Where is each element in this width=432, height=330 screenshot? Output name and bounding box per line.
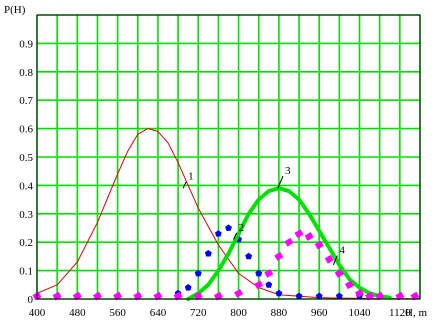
y-tick-label: 0.5 — [19, 152, 33, 164]
series-4-point — [365, 291, 375, 301]
y-tick-label: 0 — [28, 294, 34, 306]
annotation-layer: 1 2 3 4 — [182, 165, 345, 266]
series-4-point — [334, 269, 344, 278]
series-4-point — [213, 291, 223, 301]
series-4-point — [375, 291, 385, 301]
series-4-point — [284, 237, 294, 247]
y-tick-label: 0.3 — [19, 209, 33, 221]
y-tick-label: 0.7 — [19, 95, 33, 107]
series-4-point — [324, 254, 334, 264]
annotation-1: 1 — [182, 171, 194, 189]
x-axis-label: H, m — [405, 307, 427, 319]
series-4-point — [314, 240, 324, 250]
series-4-point — [395, 291, 405, 301]
series-4-point — [234, 288, 244, 298]
series-4-point — [72, 291, 82, 301]
series-4-point — [52, 291, 62, 301]
annotation-leader — [277, 175, 284, 189]
series-2-point — [215, 230, 222, 237]
series-2-point — [204, 250, 212, 257]
series-4-point — [113, 291, 123, 301]
series-2-point — [245, 252, 253, 260]
series-2-point — [335, 292, 343, 300]
annotation-label: 3 — [285, 165, 291, 177]
series-4-point — [264, 269, 274, 278]
x-tick-label: 480 — [69, 307, 86, 319]
series-layer — [32, 128, 421, 301]
y-tick-label: 0.4 — [19, 180, 33, 192]
x-tick-label: 560 — [109, 307, 126, 319]
series-2-point — [194, 269, 202, 277]
plot-frame — [36, 14, 421, 300]
x-tick-label: 800 — [230, 307, 247, 319]
y-tick-label: 0.9 — [19, 38, 33, 50]
annotation-4: 4 — [332, 245, 345, 266]
series-3-line — [186, 186, 392, 301]
y-axis-ticks: 0 0.1 0.2 0.3 0.4 0.5 0.6 0.7 0.8 0.9 — [19, 38, 33, 306]
y-tick-label: 0.8 — [19, 67, 33, 79]
series-2-point — [315, 292, 323, 300]
series-2-point — [225, 224, 232, 231]
series-4-point — [354, 288, 365, 298]
annotation-leader — [332, 255, 338, 266]
annotation-3: 3 — [277, 165, 291, 189]
series-2-point — [184, 284, 192, 291]
x-tick-label: 1120 — [389, 307, 411, 319]
annotation-label: 2 — [239, 222, 245, 234]
x-tick-label: 1040 — [349, 307, 372, 319]
series-4-point — [173, 291, 183, 301]
series-3 — [186, 186, 392, 301]
y-tick-label: 0.6 — [19, 124, 33, 136]
x-tick-label: 640 — [150, 307, 167, 319]
series-1 — [36, 128, 421, 300]
series-2-point — [255, 269, 263, 277]
x-axis-ticks: 400 480 560 640 720 800 880 960 1040 1120 — [29, 307, 411, 319]
annotation-label: 4 — [339, 245, 345, 257]
series-4-point — [133, 291, 143, 301]
annotation-label: 1 — [188, 171, 194, 183]
series-4 — [32, 229, 420, 301]
series-2-point — [295, 292, 303, 300]
series-4-point — [92, 291, 103, 301]
x-tick-label: 400 — [29, 307, 46, 319]
y-tick-label: 0.1 — [19, 266, 33, 278]
x-tick-label: 720 — [190, 307, 207, 319]
series-4-point — [193, 291, 203, 301]
annotation-2: 2 — [233, 222, 245, 240]
series-4-point — [294, 229, 304, 239]
y-tick-label: 0.2 — [19, 237, 33, 249]
series-4-point — [153, 291, 163, 301]
series-4-point — [254, 280, 264, 290]
series-2-point — [265, 281, 273, 288]
x-tick-label: 960 — [311, 307, 328, 319]
series-2-point — [275, 289, 283, 297]
series-1-line — [36, 128, 421, 300]
series-4-point — [410, 291, 420, 301]
series-4-point — [344, 280, 354, 290]
y-axis-label: P(H) — [4, 4, 26, 16]
series-4-point — [304, 232, 314, 241]
annotation-leader — [233, 232, 238, 240]
annotation-leader — [182, 181, 187, 189]
series-4-point — [274, 252, 284, 261]
x-tick-label: 880 — [271, 307, 288, 319]
